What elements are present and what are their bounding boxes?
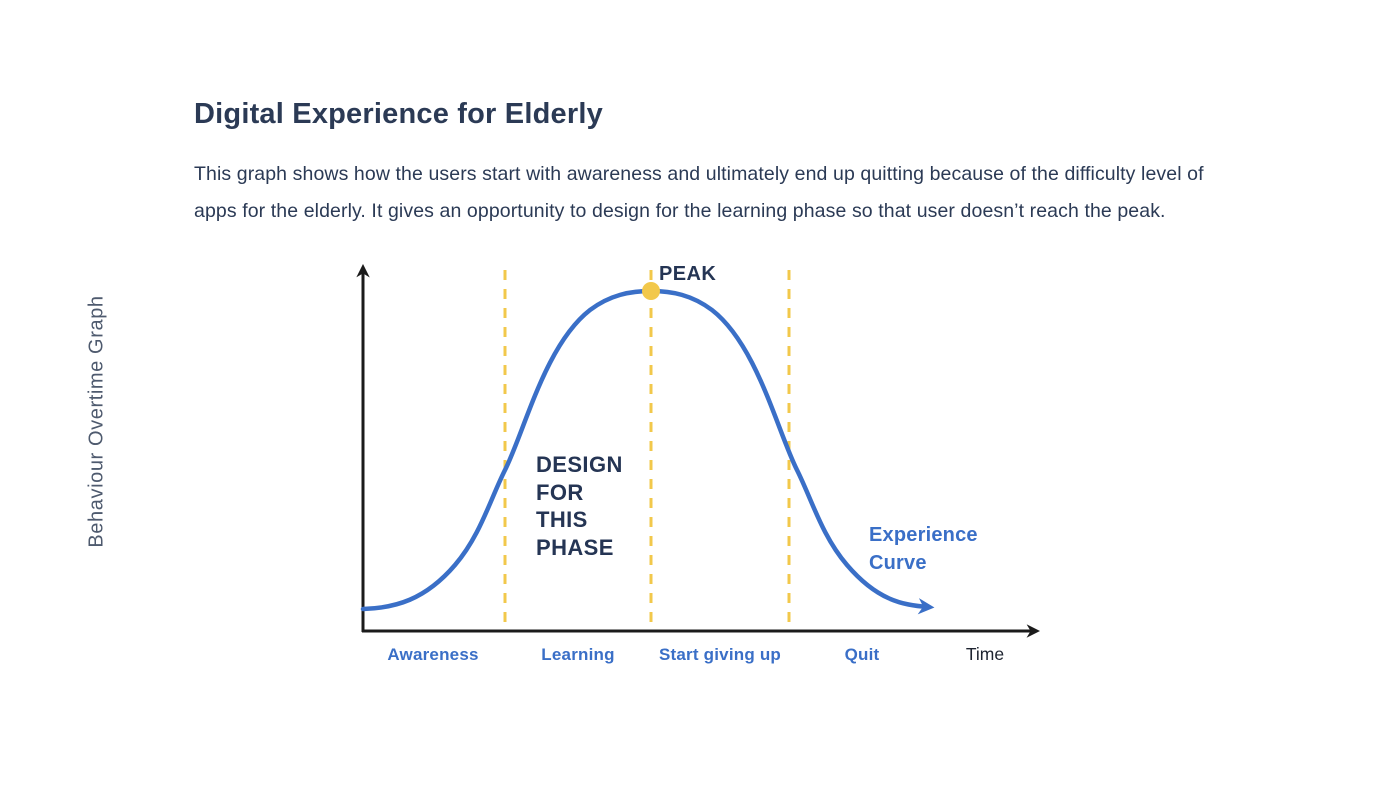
design-phase-annotation: DESIGN FOR THIS PHASE	[536, 452, 623, 560]
peak-point-marker	[642, 282, 660, 300]
phase-label-learning: Learning	[541, 645, 615, 664]
phase-label-quit: Quit	[844, 645, 880, 664]
phase-label-start-giving-up: Start giving up	[659, 645, 781, 664]
x-axis-label: Time	[965, 644, 1005, 664]
experience-curve-label: Experience Curve	[869, 524, 978, 574]
peak-label: PEAK	[659, 263, 717, 285]
behaviour-overtime-chart: PEAK DESIGN FOR THIS PHASE Experience Cu…	[340, 250, 1060, 690]
page-description: This graph shows how the users start wit…	[194, 163, 1204, 222]
experience-curve-line	[360, 288, 935, 615]
page-title: Digital Experience for Elderly	[194, 98, 603, 130]
chart-canvas	[356, 263, 1041, 638]
y-axis-title: Behaviour Overtime Graph	[85, 295, 108, 548]
phase-label-awareness: Awareness	[387, 645, 479, 664]
